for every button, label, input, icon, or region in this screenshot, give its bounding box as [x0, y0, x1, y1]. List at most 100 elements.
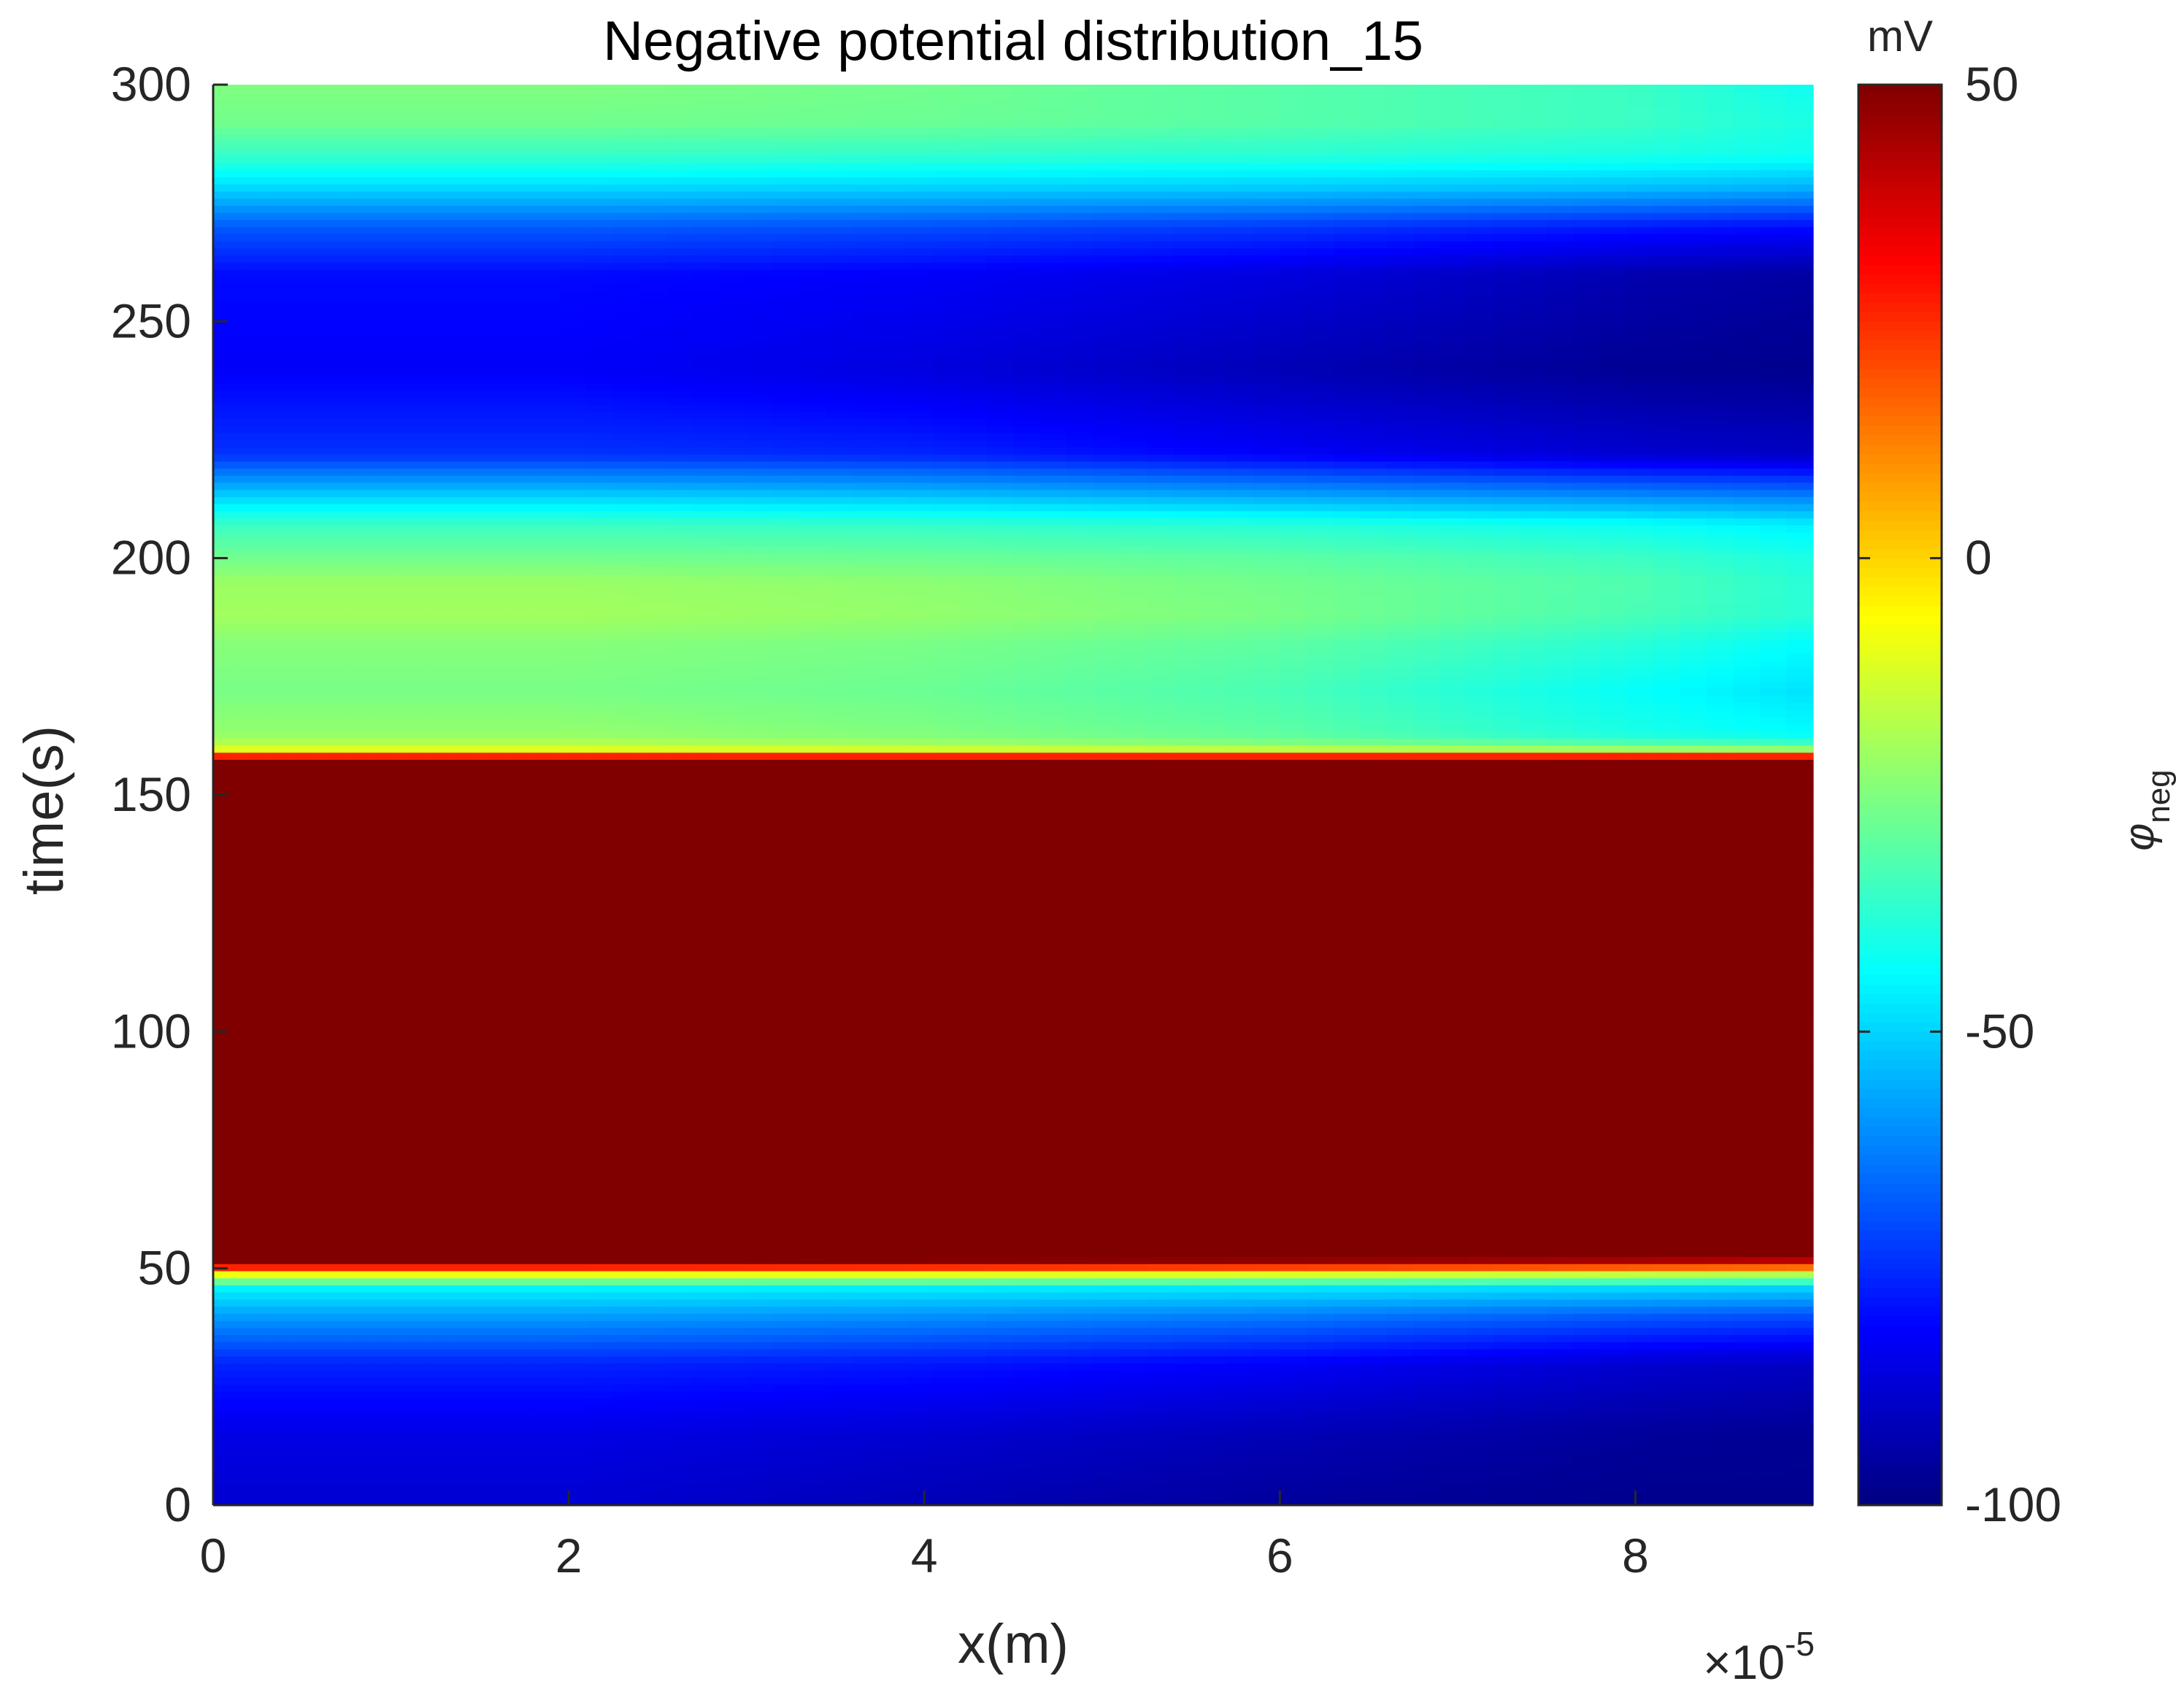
heatmap-cell [1120, 1142, 1147, 1151]
heatmap-cell [1306, 951, 1334, 959]
heatmap-cell [1599, 923, 1627, 931]
heatmap-cell [373, 1306, 401, 1314]
heatmap-cell [639, 1007, 667, 1016]
heatmap-cell [666, 1128, 694, 1137]
heatmap-cell [1306, 1264, 1334, 1272]
heatmap-cell [373, 1171, 401, 1180]
heatmap-cell [453, 1498, 480, 1506]
heatmap-cell [559, 1412, 588, 1420]
heatmap-cell [426, 1348, 454, 1357]
heatmap-cell [1253, 1058, 1280, 1066]
heatmap-cell [773, 1405, 801, 1414]
heatmap-cell [986, 1264, 1014, 1272]
heatmap-cell [239, 1220, 267, 1229]
heatmap-cell [959, 1391, 988, 1399]
heatmap-cell [1573, 1426, 1601, 1435]
heatmap-cell [1333, 1292, 1361, 1300]
heatmap-cell [1333, 1420, 1361, 1428]
heatmap-cell [1226, 1498, 1254, 1506]
heatmap-cell [1466, 1355, 1494, 1364]
heatmap-cell [880, 1277, 907, 1285]
heatmap-cell [1786, 958, 1814, 966]
heatmap-cell [1626, 1342, 1654, 1350]
heatmap-cell [1439, 1085, 1467, 1094]
heatmap-cell [346, 1342, 374, 1350]
heatmap-cell [1333, 1313, 1361, 1321]
heatmap-cell [1706, 1420, 1734, 1428]
heatmap-cell [1786, 1015, 1814, 1023]
heatmap-cell [266, 1228, 294, 1236]
heatmap-cell [1466, 1477, 1494, 1485]
heatmap-cell [906, 1420, 934, 1428]
heatmap-cell [1386, 1391, 1414, 1399]
heatmap-cell [1759, 1199, 1788, 1207]
heatmap-cell [826, 1136, 854, 1144]
heatmap-cell [826, 1384, 854, 1392]
heatmap-cell [1573, 1228, 1601, 1236]
heatmap-cell [1280, 1384, 1307, 1392]
heatmap-cell [1173, 1079, 1201, 1087]
heatmap-cell [880, 1001, 907, 1009]
heatmap-cell [1066, 1093, 1094, 1101]
heatmap-cell [1226, 1058, 1254, 1066]
heatmap-cell [933, 1121, 961, 1129]
heatmap-cell [1599, 1370, 1627, 1378]
heatmap-cell [1280, 965, 1307, 973]
heatmap-cell [1680, 951, 1707, 959]
heatmap-cell [1466, 972, 1494, 980]
heatmap-cell [1466, 1426, 1494, 1435]
heatmap-cell [1439, 1441, 1467, 1449]
heatmap-cell [266, 1220, 294, 1229]
heatmap-cell [559, 1441, 588, 1449]
heatmap-cell [1013, 1355, 1041, 1364]
heatmap-cell [1146, 1085, 1174, 1094]
heatmap-cell [426, 1072, 454, 1080]
heatmap-cell [373, 1277, 401, 1285]
heatmap-cell [746, 1150, 774, 1158]
heatmap-cell [746, 1058, 774, 1066]
heatmap-cell [746, 986, 774, 995]
heatmap-cell [1120, 1355, 1147, 1364]
heatmap-cell [986, 1214, 1014, 1222]
heatmap-cell [666, 1426, 694, 1435]
heatmap-cell [373, 1043, 401, 1051]
heatmap-cell [506, 1079, 534, 1087]
heatmap-cell [1066, 1370, 1094, 1378]
heatmap-cell [666, 993, 694, 1001]
heatmap-cell [506, 929, 534, 938]
heatmap-cell [613, 1469, 641, 1477]
heatmap-cell [213, 1007, 241, 1016]
heatmap-cell [1626, 1469, 1654, 1477]
heatmap-cell [1226, 1391, 1254, 1399]
heatmap-cell [1306, 1121, 1334, 1129]
heatmap-cell [906, 1015, 934, 1023]
heatmap-cell [1039, 1399, 1067, 1407]
heatmap-cell [1706, 1107, 1734, 1115]
heatmap-cell [1733, 1207, 1761, 1215]
heatmap-cell [906, 1264, 934, 1272]
heatmap-cell [826, 1434, 854, 1442]
heatmap-cell [1093, 965, 1120, 973]
heatmap-cell [1306, 1348, 1334, 1357]
heatmap-cell [799, 1085, 827, 1094]
heatmap-cell [426, 951, 454, 959]
heatmap-cell [1493, 958, 1520, 966]
heatmap-cell [1173, 1029, 1201, 1037]
heatmap-cell [639, 1327, 667, 1336]
heatmap-cell [639, 1292, 667, 1300]
heatmap-cell [1520, 1477, 1547, 1485]
heatmap-cell [1466, 1334, 1494, 1342]
heatmap-cell [1759, 1292, 1788, 1300]
heatmap-cell [826, 1441, 854, 1449]
heatmap-cell [1759, 1220, 1788, 1229]
heatmap-cell [213, 1434, 241, 1442]
heatmap-cell [213, 1171, 241, 1180]
heatmap-cell [1759, 1142, 1788, 1151]
heatmap-cell [1466, 1228, 1494, 1236]
heatmap-cell [1333, 915, 1361, 923]
heatmap-cell [1759, 1491, 1788, 1499]
heatmap-cell [1680, 1348, 1707, 1357]
heatmap-cell [1653, 1320, 1680, 1328]
heatmap-cell [1493, 1085, 1520, 1094]
heatmap-cell [880, 1107, 907, 1115]
